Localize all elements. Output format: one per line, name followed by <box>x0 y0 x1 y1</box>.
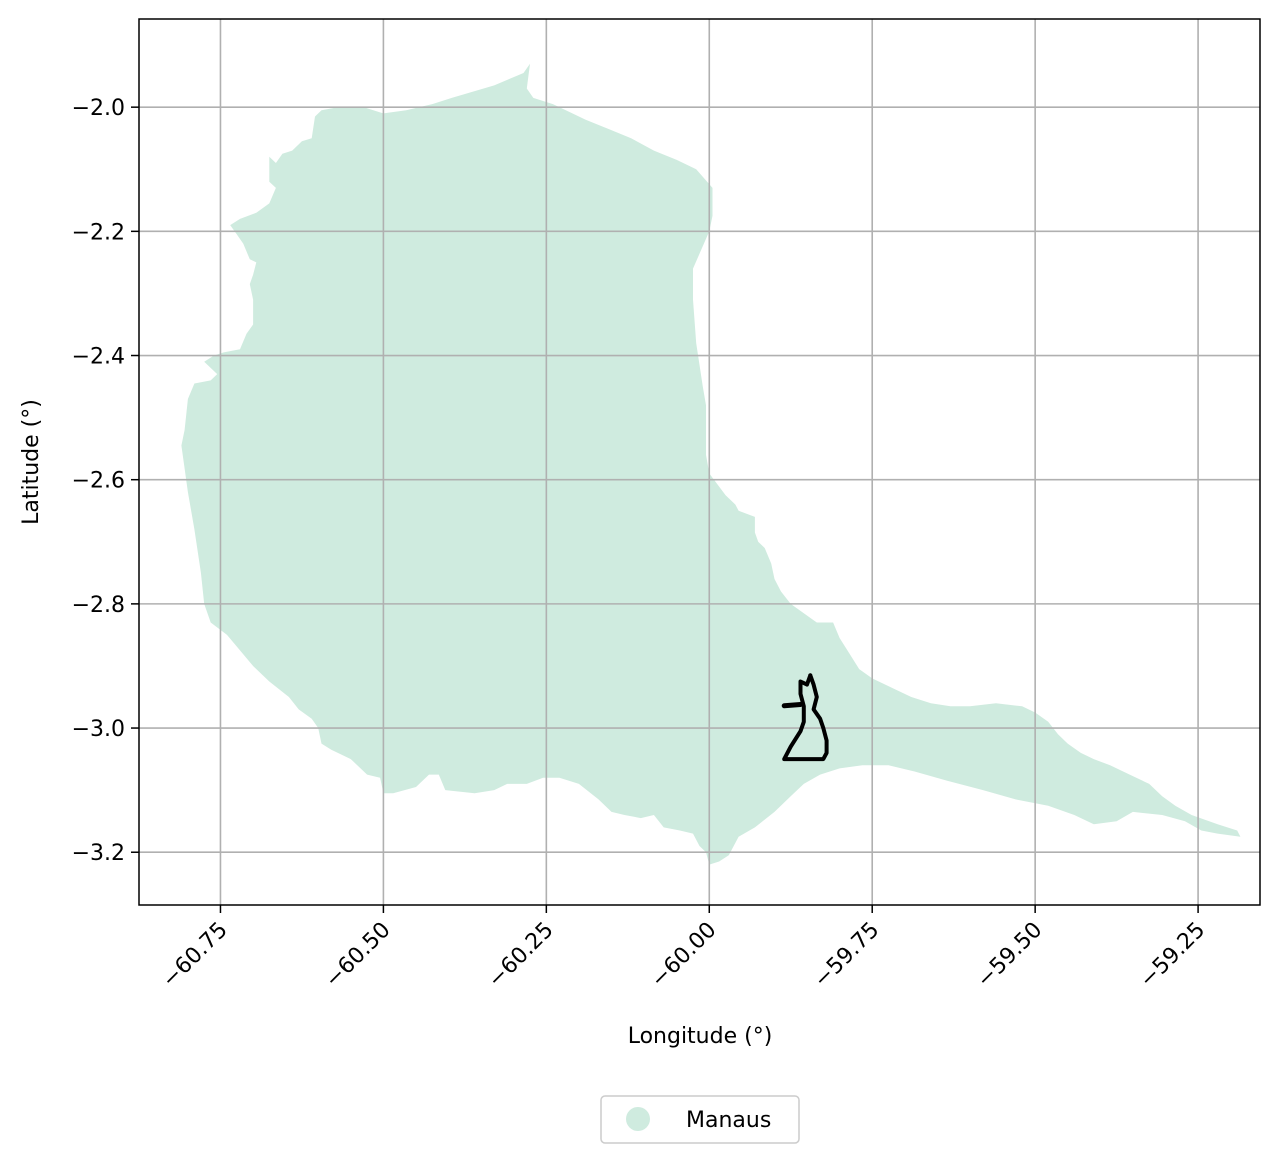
y-axis-ticks: −2.0 −2.2 −2.4 −2.6 −2.8 −3.0 −3.2 <box>72 96 139 866</box>
manaus-region-layer <box>181 63 1241 865</box>
legend-swatch-manaus <box>626 1107 650 1131</box>
y-tick-label-1: −2.2 <box>72 220 125 245</box>
legend-box <box>600 1095 800 1144</box>
x-axis-label: Longitude (°) <box>628 1024 773 1049</box>
y-tick-label-2: −2.4 <box>72 345 125 370</box>
manaus-region <box>181 63 1241 865</box>
y-tick-label-6: −3.2 <box>72 841 125 866</box>
legend-label-manaus: Manaus <box>686 1108 771 1133</box>
y-tick-label-3: −2.6 <box>72 469 125 494</box>
outline-layer <box>781 673 829 762</box>
boundary-outline-branch <box>781 702 803 709</box>
grid-layer <box>139 19 1260 905</box>
y-tick-label-4: −2.8 <box>72 593 125 618</box>
y-tick-label-5: −3.0 <box>72 717 125 742</box>
plot-frame <box>138 18 1261 906</box>
y-tick-label-0: −2.0 <box>72 96 125 121</box>
y-axis-label: Latitude (°) <box>19 399 44 525</box>
boundary-outline <box>782 673 829 762</box>
legend: Manaus <box>600 1095 800 1144</box>
